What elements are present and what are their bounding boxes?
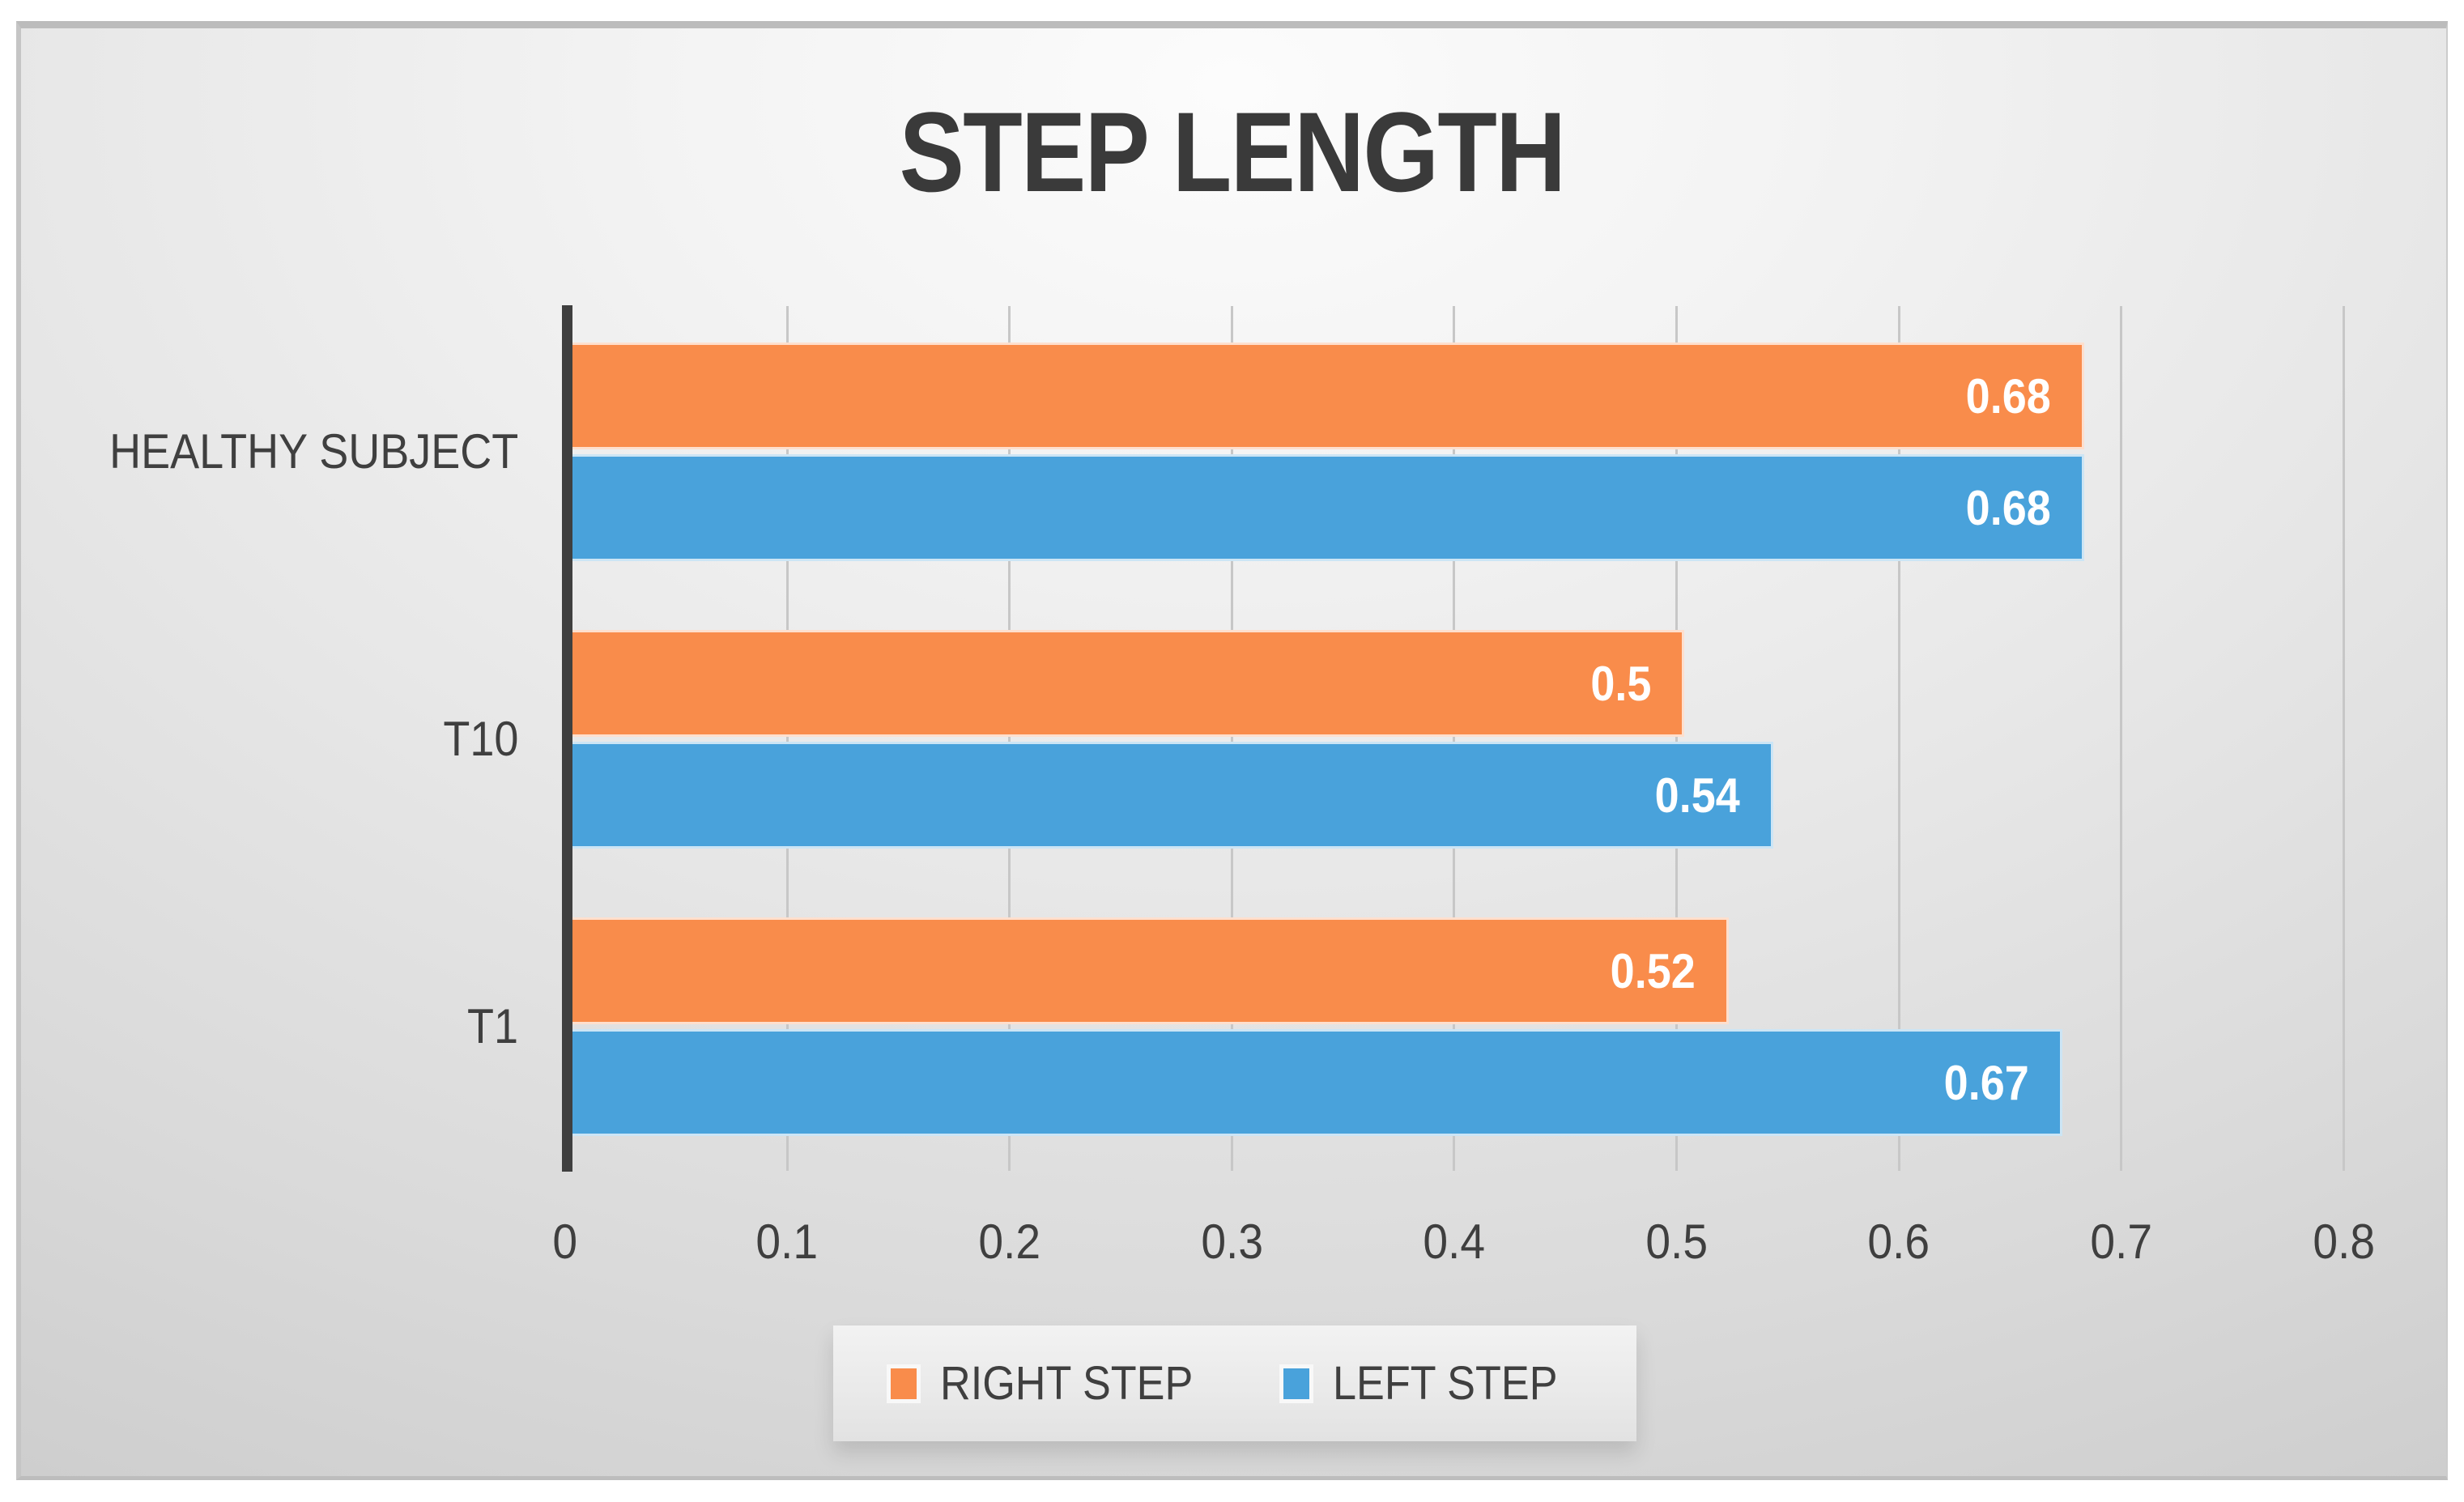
y-axis-line <box>562 305 572 1172</box>
x-tick-label-text: 0.2 <box>978 1215 1041 1269</box>
legend-swatch-right-step-icon <box>887 1364 921 1403</box>
gridline <box>785 306 789 1171</box>
legend-item-label: RIGHT STEP <box>940 1357 1194 1410</box>
x-tick-label: 0.2 <box>929 1213 1091 1271</box>
bar-value-label: 0.68 <box>1965 480 2051 535</box>
x-tick-label-text: 0.4 <box>1423 1215 1486 1269</box>
bar-value-label: 0.68 <box>1965 368 2051 423</box>
gridline <box>1675 306 1678 1171</box>
x-tick-label: 0.4 <box>1373 1213 1535 1271</box>
bar-right-step: 0.52 <box>572 917 1729 1024</box>
x-tick-label: 0.3 <box>1151 1213 1313 1271</box>
category-label-text: HEALTHY SUBJECT <box>109 423 518 479</box>
bar-right-step: 0.5 <box>572 630 1684 737</box>
legend-item-right-step: RIGHT STEP <box>887 1356 1221 1411</box>
x-tick-label: 0.6 <box>1818 1213 1980 1271</box>
x-tick-label-text: 0.1 <box>755 1215 819 1269</box>
gridline <box>2120 306 2123 1171</box>
x-tick-label-text: 0.6 <box>1867 1215 1930 1269</box>
gridline <box>1453 306 1456 1171</box>
gridline <box>1230 306 1233 1171</box>
x-tick-label-text: 0.8 <box>2312 1215 2375 1269</box>
gridline <box>1008 306 1011 1171</box>
legend-item-label: LEFT STEP <box>1333 1357 1558 1410</box>
category-label: T1 <box>24 994 518 1059</box>
category-label: T10 <box>24 707 518 772</box>
x-tick-label: 0.7 <box>2041 1213 2202 1271</box>
bar-right-step: 0.68 <box>572 343 2084 449</box>
bar-value-label: 0.5 <box>1589 656 1651 711</box>
bar-value-label: 0.67 <box>1943 1055 2029 1110</box>
legend: RIGHT STEP LEFT STEP <box>833 1325 1636 1441</box>
bar-value-label: 0.54 <box>1654 768 1740 823</box>
x-tick-label-text: 0.3 <box>1200 1215 1263 1269</box>
category-label-text: T1 <box>466 998 518 1053</box>
x-tick-label: 0 <box>484 1213 646 1271</box>
legend-swatch-left-step-icon <box>1279 1364 1314 1403</box>
gridline <box>2342 306 2345 1171</box>
x-tick-label-text: 0 <box>552 1215 577 1269</box>
x-tick-label: 0.1 <box>706 1213 868 1271</box>
bar-left-step: 0.67 <box>572 1029 2062 1136</box>
bar-left-step: 0.54 <box>572 742 1773 849</box>
category-label: HEALTHY SUBJECT <box>24 419 518 484</box>
gridline <box>1897 306 1900 1171</box>
bar-value-label: 0.52 <box>1610 943 1696 998</box>
x-tick-label-text: 0.7 <box>2090 1215 2153 1269</box>
x-tick-label: 0.5 <box>1596 1213 1758 1271</box>
x-tick-label-text: 0.5 <box>1645 1215 1708 1269</box>
category-label-text: T10 <box>442 711 518 766</box>
bar-left-step: 0.68 <box>572 454 2084 561</box>
x-tick-label: 0.8 <box>2262 1213 2424 1271</box>
legend-item-left-step: LEFT STEP <box>1279 1356 1582 1411</box>
chart-title: STEP LENGTH <box>899 88 1566 215</box>
